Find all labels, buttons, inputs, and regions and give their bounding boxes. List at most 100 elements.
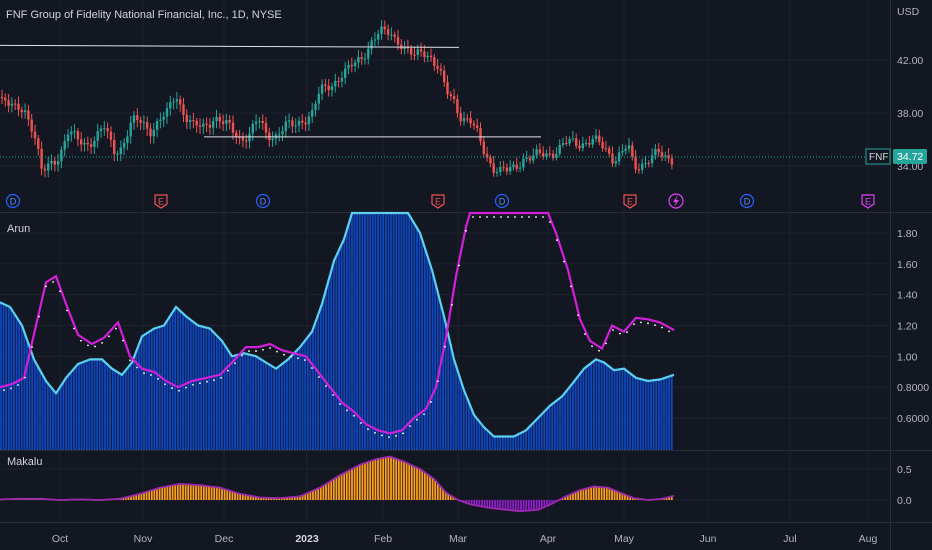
candle[interactable] [446,75,449,99]
candle[interactable] [73,124,76,139]
candle[interactable] [261,114,264,130]
candle[interactable] [522,153,525,171]
candle[interactable] [129,115,132,144]
candle[interactable] [624,144,627,155]
candle[interactable] [311,102,314,124]
candle[interactable] [551,150,555,161]
candle[interactable] [617,146,621,166]
candle[interactable] [281,125,284,142]
candle[interactable] [476,118,479,133]
dividend-marker[interactable]: D [739,193,755,209]
candle[interactable] [254,114,258,131]
candle[interactable] [591,135,594,148]
candle[interactable] [614,156,617,168]
candle[interactable] [380,20,383,40]
candle[interactable] [334,73,337,93]
candle[interactable] [466,113,469,123]
candle[interactable] [14,99,17,111]
candle[interactable] [106,122,109,139]
candle[interactable] [568,136,571,147]
candle[interactable] [287,113,291,129]
candle[interactable] [340,71,344,88]
candle[interactable] [324,78,327,93]
candle[interactable] [390,27,393,41]
candle[interactable] [159,112,162,129]
candle[interactable] [545,149,548,160]
candle[interactable] [350,57,353,73]
candle[interactable] [126,130,129,151]
candle[interactable] [231,115,235,140]
candle[interactable] [542,146,545,160]
earnings-marker[interactable]: E [861,194,875,209]
candle[interactable] [271,131,274,147]
earnings-marker[interactable]: E [623,194,637,209]
candle[interactable] [228,115,231,130]
candle[interactable] [482,136,485,158]
candle[interactable] [657,143,660,157]
candle[interactable] [192,113,195,129]
candle[interactable] [53,156,56,172]
candle[interactable] [660,145,664,161]
candle[interactable] [538,143,542,156]
candle[interactable] [76,128,80,147]
candle[interactable] [33,124,37,145]
candle[interactable] [357,50,360,69]
candle[interactable] [327,79,330,97]
candle[interactable] [119,140,122,162]
candle[interactable] [165,102,169,124]
candle[interactable] [360,51,363,65]
arun-pane[interactable] [0,211,675,450]
candle[interactable] [528,154,532,164]
candle[interactable] [109,126,113,148]
candle[interactable] [518,161,522,173]
lightning-icon[interactable] [668,193,684,209]
candle[interactable] [297,116,301,133]
candle[interactable] [535,144,538,159]
candle[interactable] [598,129,601,146]
candle[interactable] [502,160,505,172]
candle[interactable] [479,122,482,146]
candle[interactable] [66,129,70,149]
candle[interactable] [604,141,608,152]
arun-cyan-line[interactable] [0,211,675,438]
candle[interactable] [307,111,311,131]
candle[interactable] [548,146,551,157]
candle[interactable] [27,104,30,127]
candle[interactable] [185,109,188,130]
candle[interactable] [621,144,624,157]
candle[interactable] [344,62,347,85]
candle[interactable] [139,116,142,130]
candle[interactable] [509,159,512,175]
candle[interactable] [650,148,654,168]
candle[interactable] [37,135,40,156]
dividend-marker[interactable]: D [494,193,510,209]
makalu-line[interactable] [0,455,675,513]
candle[interactable] [116,150,119,162]
candle[interactable] [149,123,152,144]
candle[interactable] [182,97,185,123]
candle[interactable] [439,63,443,76]
candle[interactable] [462,111,466,126]
candle[interactable] [169,95,172,116]
candle[interactable] [637,163,641,174]
candle[interactable] [353,59,357,73]
candle[interactable] [403,40,406,55]
candle[interactable] [218,113,221,129]
candle[interactable] [225,114,228,131]
candle[interactable] [664,151,667,162]
candle[interactable] [647,160,650,168]
candle[interactable] [56,153,60,172]
candle[interactable] [641,158,644,174]
candle[interactable] [40,141,43,176]
candle[interactable] [212,117,215,135]
candle[interactable] [30,114,33,139]
candle[interactable] [248,126,251,149]
earnings-marker[interactable]: E [431,194,445,209]
candle[interactable] [337,76,340,88]
candle[interactable] [588,135,591,148]
candle[interactable] [373,32,377,47]
candle[interactable] [347,60,350,75]
candle[interactable] [70,126,73,142]
candle[interactable] [396,29,400,50]
